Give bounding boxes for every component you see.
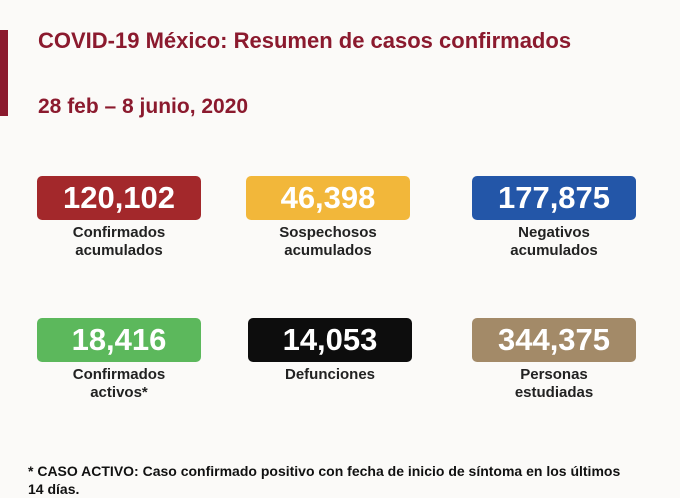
label-line: acumulados [75,242,163,259]
label-line: estudiadas [514,384,594,401]
label-line: acumulados [510,242,598,259]
value-card: 18,416 [37,318,201,362]
card-label: Sospechosos acumulados [246,224,410,260]
label-line: Personas [520,366,588,383]
label-line: Confirmados [72,366,166,383]
label-line: Defunciones [284,366,375,383]
card-label: Confirmados acumulados [37,224,201,260]
card-label: Defunciones [248,366,412,384]
card-label: Personas estudiadas [472,366,636,402]
label-line: Sospechosos [279,224,377,241]
accent-bar [0,30,8,116]
label-line: acumulados [284,242,372,259]
label-line: Confirmados [72,224,166,241]
date: 28 feb – 8 junio, 2020 [38,95,249,118]
footnote: * CASO ACTIVO: Caso confirmado positivo … [28,463,621,497]
card-label: Confirmados activos* [37,366,201,402]
title: COVID-19 México: Resumen de casos confir… [38,28,572,53]
value-card: 120,102 [37,176,201,220]
value-card: 344,375 [472,318,636,362]
label-line: Negativos [518,224,590,241]
value-card: 14,053 [248,318,412,362]
label-line: activos* [90,384,148,401]
card-label: Negativos acumulados [472,224,636,260]
value-card: 46,398 [246,176,410,220]
value-card: 177,875 [472,176,636,220]
